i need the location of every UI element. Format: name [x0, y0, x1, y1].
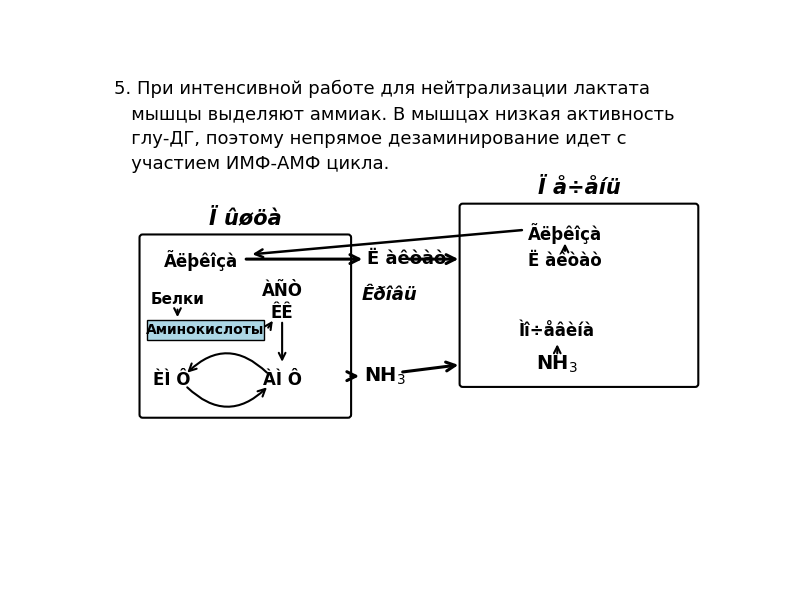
Text: Ï å÷åíü: Ï å÷åíü	[538, 178, 620, 197]
Text: Ï ûøöà: Ï ûøöà	[209, 208, 282, 229]
Text: Ãëþêîçà: Ãëþêîçà	[163, 250, 238, 271]
Text: Ãëþêîçà: Ãëþêîçà	[528, 223, 602, 244]
Text: NH$_3$: NH$_3$	[536, 354, 578, 375]
Text: Ë àêòàò: Ë àêòàò	[528, 251, 602, 269]
Text: Êðîâü: Êðîâü	[362, 286, 418, 304]
Text: NH$_3$: NH$_3$	[363, 365, 406, 387]
FancyBboxPatch shape	[459, 203, 698, 387]
Text: Белки: Белки	[150, 292, 205, 307]
Text: Ë àêòàò: Ë àêòàò	[367, 250, 446, 268]
FancyBboxPatch shape	[139, 235, 351, 418]
FancyBboxPatch shape	[147, 320, 263, 340]
Text: ÀÌ Ô: ÀÌ Ô	[262, 371, 302, 389]
Text: 5. При интенсивной работе для нейтрализации лактата
   мышцы выделяют аммиак. В : 5. При интенсивной работе для нейтрализа…	[114, 80, 674, 173]
Text: Ìî÷åâèíà: Ìî÷åâèíà	[519, 322, 595, 340]
Text: ÊÊ: ÊÊ	[270, 304, 294, 322]
Text: ÈÌ Ô: ÈÌ Ô	[154, 371, 191, 389]
Text: Аминокислоты: Аминокислоты	[146, 323, 265, 337]
Text: ÀÑÒ: ÀÑÒ	[262, 283, 302, 301]
